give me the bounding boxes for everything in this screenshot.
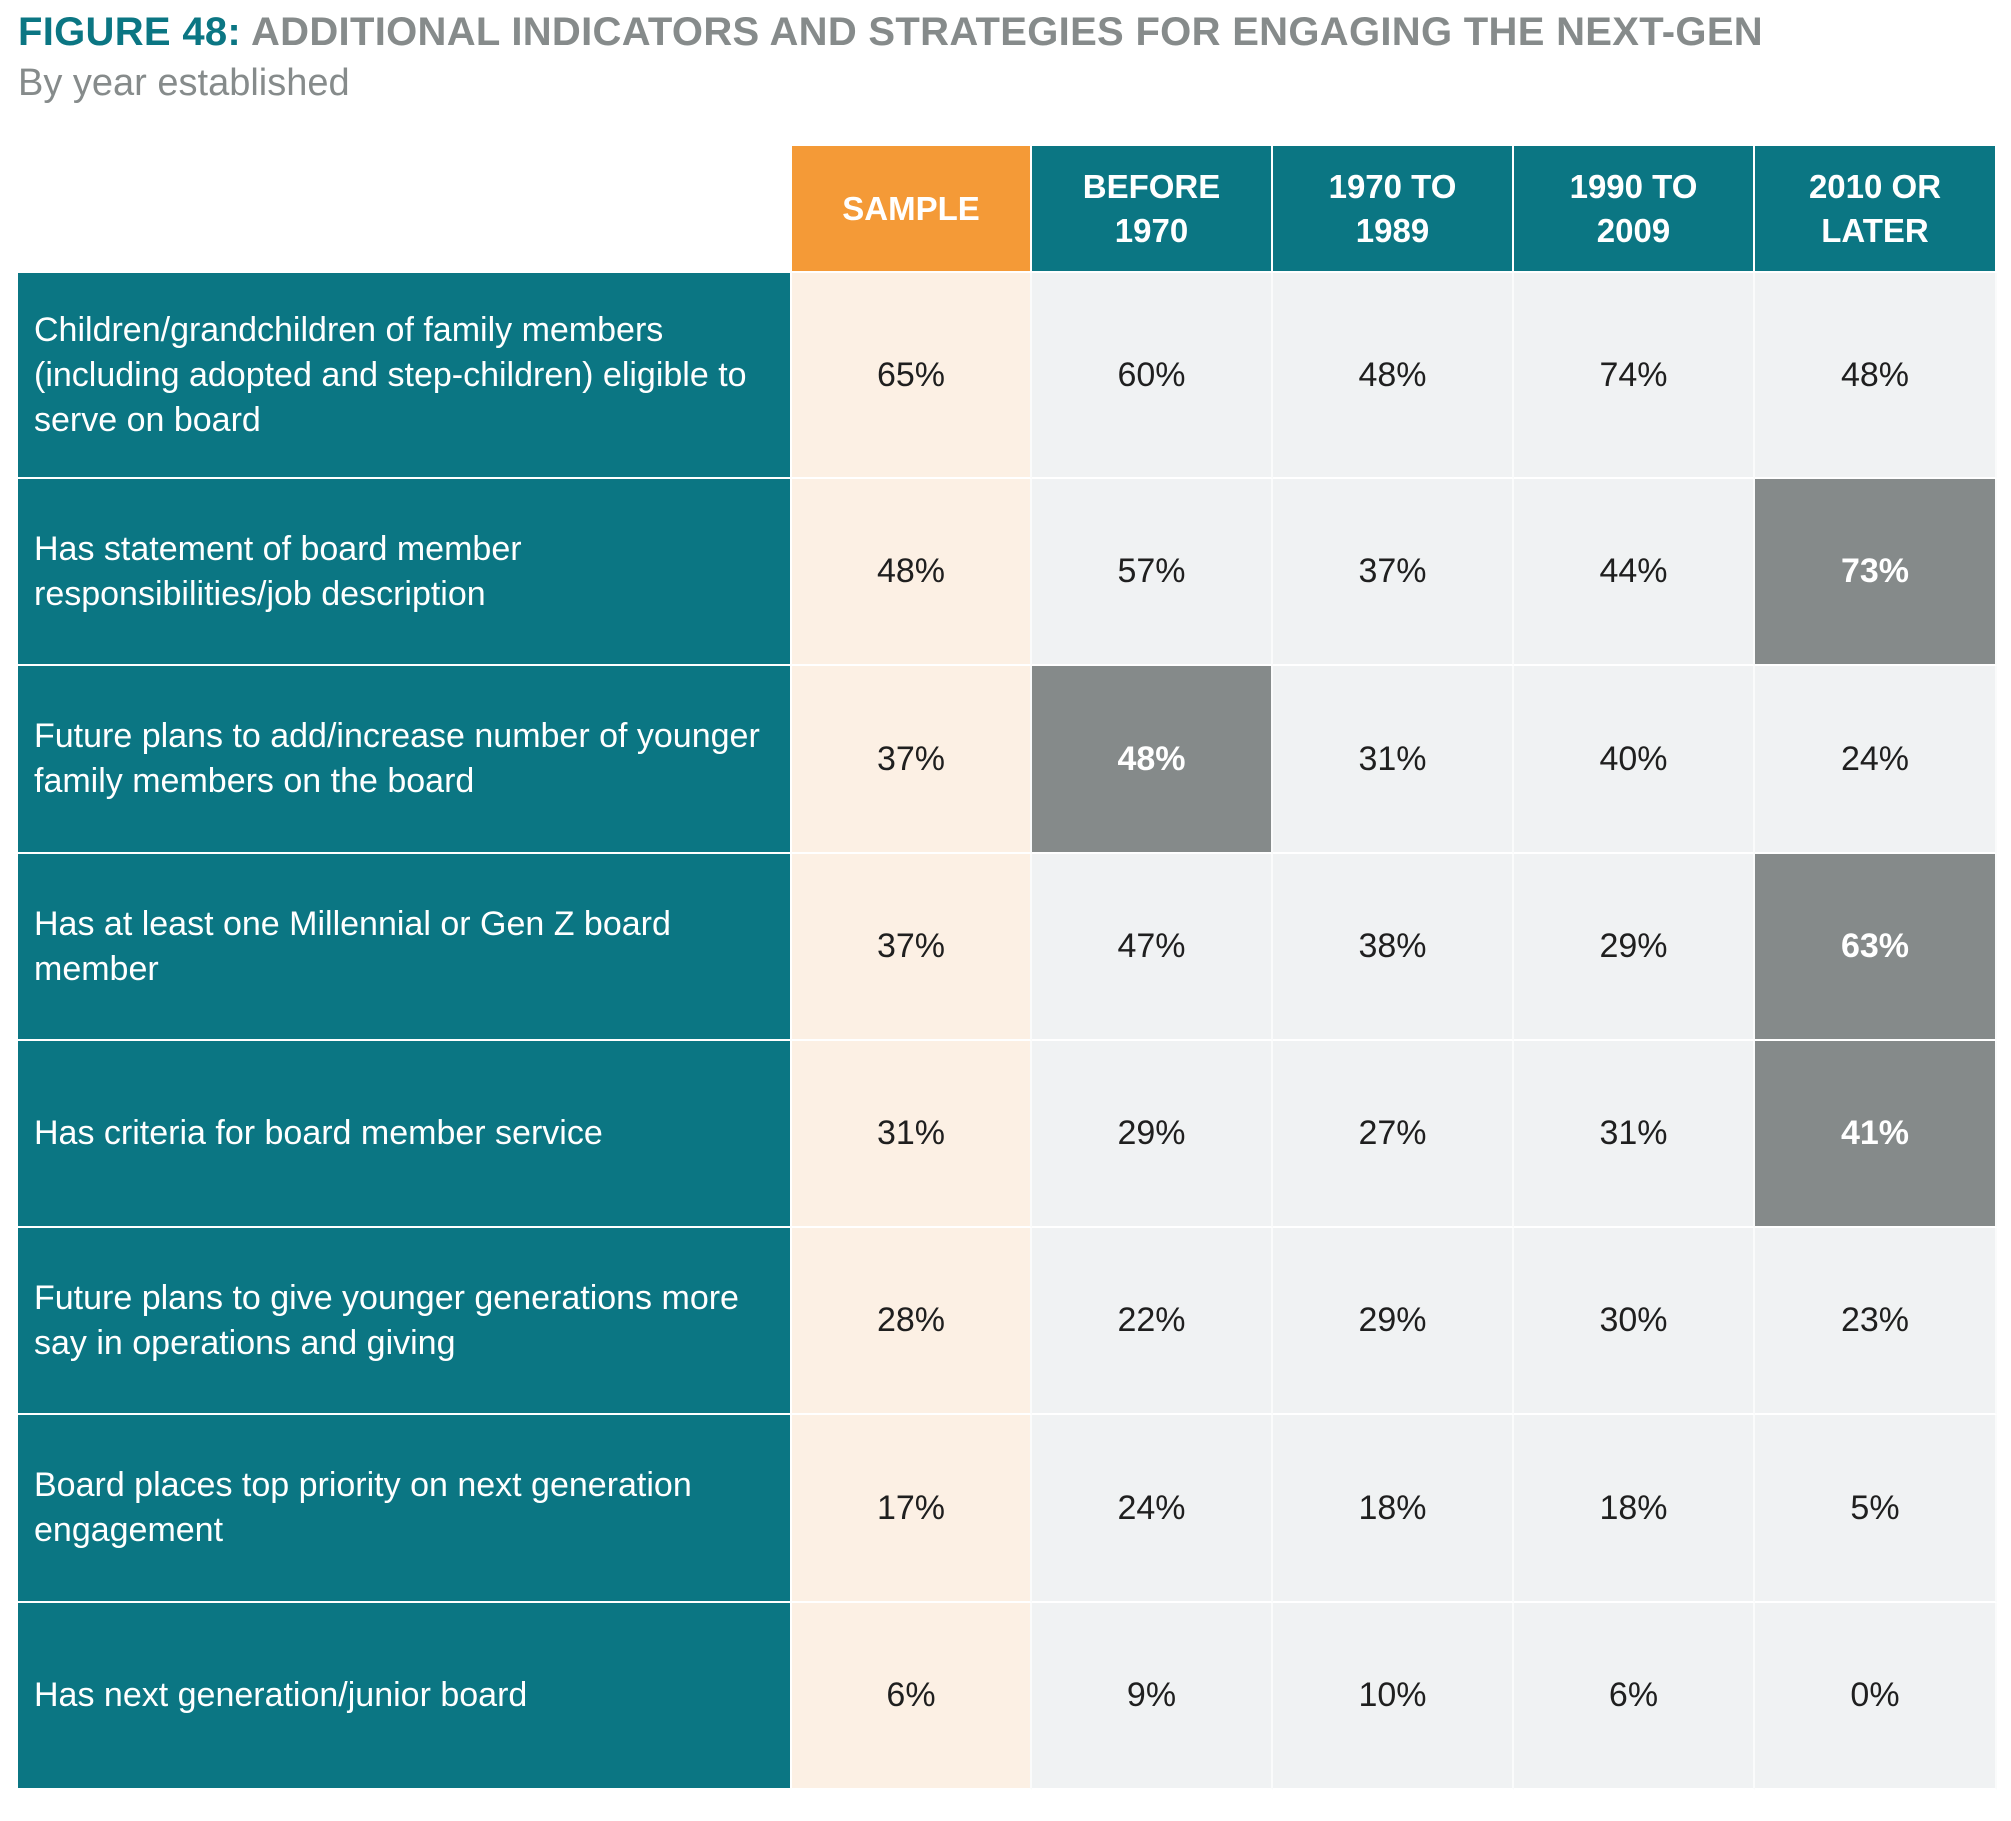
row-label: Has next generation/junior board	[18, 1603, 792, 1790]
table-cell: 9%	[1032, 1603, 1273, 1790]
table-cell: 40%	[1514, 666, 1755, 854]
table-cell: 44%	[1514, 479, 1755, 666]
table-cell: 57%	[1032, 479, 1273, 666]
column-header: 2010 OR LATER	[1755, 146, 1997, 273]
table-cell: 29%	[1273, 1228, 1514, 1415]
table-cell: 28%	[792, 1228, 1032, 1415]
figure-title-text: ADDITIONAL INDICATORS AND STRATEGIES FOR…	[251, 10, 1763, 54]
table-cell: 31%	[792, 1041, 1032, 1228]
row-label: Future plans to give younger generations…	[18, 1228, 792, 1415]
row-label: Has at least one Millennial or Gen Z boa…	[18, 854, 792, 1041]
row-label: Children/grandchildren of family members…	[18, 273, 792, 479]
table-cell: 48%	[1273, 273, 1514, 479]
table-cell: 29%	[1514, 854, 1755, 1041]
table-cell: 38%	[1273, 854, 1514, 1041]
table-cell: 27%	[1273, 1041, 1514, 1228]
table-cell: 24%	[1032, 1415, 1273, 1603]
table-cell: 0%	[1755, 1603, 1997, 1790]
table-cell: 47%	[1032, 854, 1273, 1041]
table-cell: 29%	[1032, 1041, 1273, 1228]
column-header: 1990 TO 2009	[1514, 146, 1755, 273]
table-cell: 17%	[792, 1415, 1032, 1603]
column-header: BEFORE 1970	[1032, 146, 1273, 273]
table-cell: 48%	[1032, 666, 1273, 854]
table-cell: 23%	[1755, 1228, 1997, 1415]
table-cell: 37%	[792, 854, 1032, 1041]
table-cell: 73%	[1755, 479, 1997, 666]
table-cell: 30%	[1514, 1228, 1755, 1415]
table-cell: 74%	[1514, 273, 1755, 479]
column-header: 1970 TO 1989	[1273, 146, 1514, 273]
figure-subtitle: By year established	[18, 62, 350, 105]
table-cell: 37%	[1273, 479, 1514, 666]
table-cell: 31%	[1514, 1041, 1755, 1228]
row-label: Board places top priority on next genera…	[18, 1415, 792, 1603]
column-header: SAMPLE	[792, 146, 1032, 273]
table-cell: 5%	[1755, 1415, 1997, 1603]
table-cell: 22%	[1032, 1228, 1273, 1415]
table-cell: 10%	[1273, 1603, 1514, 1790]
figure-number: FIGURE 48:	[18, 10, 241, 54]
row-label: Future plans to add/increase number of y…	[18, 666, 792, 854]
table-cell: 6%	[792, 1603, 1032, 1790]
data-table: SAMPLE BEFORE 1970 1970 TO 1989 1990 TO 200…	[18, 146, 1997, 1794]
table-cell: 60%	[1032, 273, 1273, 479]
table-corner	[18, 146, 792, 273]
table-cell: 24%	[1755, 666, 1997, 854]
table-cell: 48%	[792, 479, 1032, 666]
table-cell: 48%	[1755, 273, 1997, 479]
table-cell: 65%	[792, 273, 1032, 479]
table-grid: SAMPLE BEFORE 1970 1970 TO 1989 1990 TO 200…	[18, 146, 1997, 1794]
table-cell: 18%	[1514, 1415, 1755, 1603]
row-label: Has statement of board member responsibi…	[18, 479, 792, 666]
figure-title: FIGURE 48: ADDITIONAL INDICATORS AND STR…	[18, 10, 1763, 55]
table-cell: 41%	[1755, 1041, 1997, 1228]
table-cell: 63%	[1755, 854, 1997, 1041]
table-cell: 31%	[1273, 666, 1514, 854]
table-cell: 6%	[1514, 1603, 1755, 1790]
table-cell: 37%	[792, 666, 1032, 854]
row-label: Has criteria for board member service	[18, 1041, 792, 1228]
table-cell: 18%	[1273, 1415, 1514, 1603]
